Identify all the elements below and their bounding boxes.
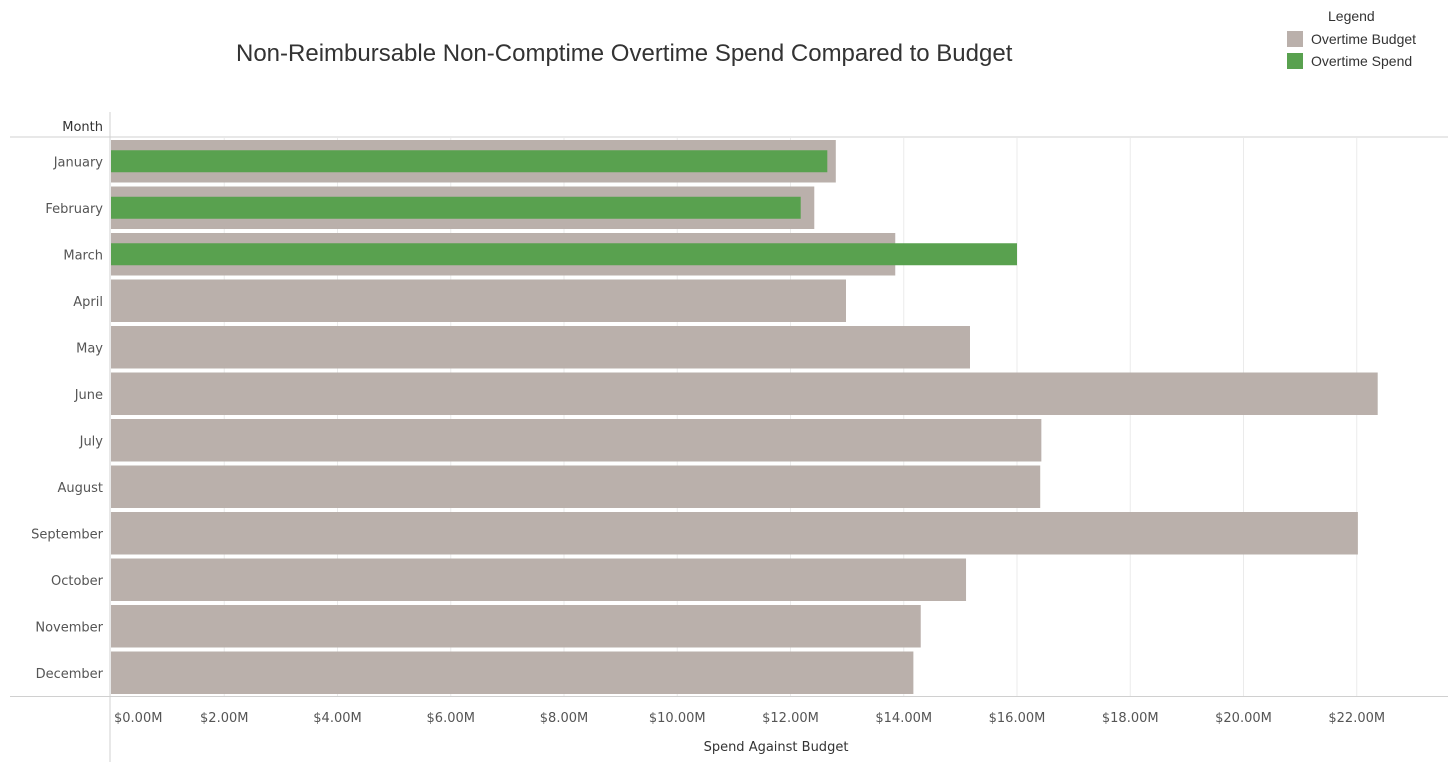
legend-swatch-overtime-budget [1287,31,1303,47]
x-tick-label: $4.00M [313,711,361,726]
legend-item-overtime-budget[interactable]: Overtime Budget [1280,28,1440,50]
x-tick-label: $2.00M [200,711,248,726]
x-tick-labels: $0.00M $2.00M $4.00M $6.00M $8.00M $10.00M $12… [114,711,1385,726]
legend: Legend Overtime Budget Overtime Spend [1280,8,1440,72]
category-label: November [35,620,103,635]
legend-label-overtime-budget: Overtime Budget [1311,31,1417,47]
bar-overtime-spend[interactable] [111,196,801,219]
category-label: July [79,434,104,449]
category-label: March [63,248,103,263]
legend-title: Legend [1328,8,1375,24]
x-tick-label: $14.00M [875,711,932,726]
category-label: June [74,388,103,403]
bar-overtime-budget[interactable] [111,512,1358,555]
category-label: December [36,667,104,682]
bar-overtime-budget[interactable] [111,651,914,695]
bar-overtime-budget[interactable] [111,279,846,323]
category-label: August [58,481,104,496]
bar-overtime-budget[interactable] [111,558,967,602]
category-label: January [53,155,104,170]
x-tick-label: $20.00M [1215,711,1272,726]
x-tick-label: $12.00M [762,711,819,726]
bar-overtime-budget[interactable] [111,326,971,369]
chart-frame [10,112,1448,762]
category-labels: January February March April May June July Augu… [31,155,104,682]
row-header-label: Month [62,120,103,135]
bar-overtime-spend[interactable] [111,243,1017,266]
legend-item-overtime-spend[interactable]: Overtime Spend [1280,50,1440,72]
category-label: April [73,295,103,310]
x-tick-label: $18.00M [1102,711,1159,726]
category-label: September [31,527,104,542]
x-tick-label: $6.00M [427,711,475,726]
x-tick-label: $16.00M [989,711,1046,726]
x-axis-title: Spend Against Budget [704,740,849,755]
category-label: October [51,574,104,589]
category-label: February [45,202,103,217]
legend-swatch-overtime-spend [1287,53,1303,69]
bar-overtime-budget[interactable] [111,465,1041,509]
bar-overtime-budget[interactable] [111,419,1042,462]
gridlines [223,138,1358,696]
chart-title: Non-Reimbursable Non-Comptime Overtime S… [236,40,1013,67]
bar-overtime-budget[interactable] [111,605,921,648]
x-tick-label: $0.00M [114,711,162,726]
legend-label-overtime-spend: Overtime Spend [1311,53,1413,69]
category-label: May [76,341,103,356]
bar-overtime-budget[interactable] [111,372,1378,416]
x-tick-label: $10.00M [649,711,706,726]
bars [111,140,1378,694]
x-tick-label: $22.00M [1328,711,1385,726]
x-tick-label: $8.00M [540,711,588,726]
bar-overtime-spend[interactable] [111,150,828,173]
